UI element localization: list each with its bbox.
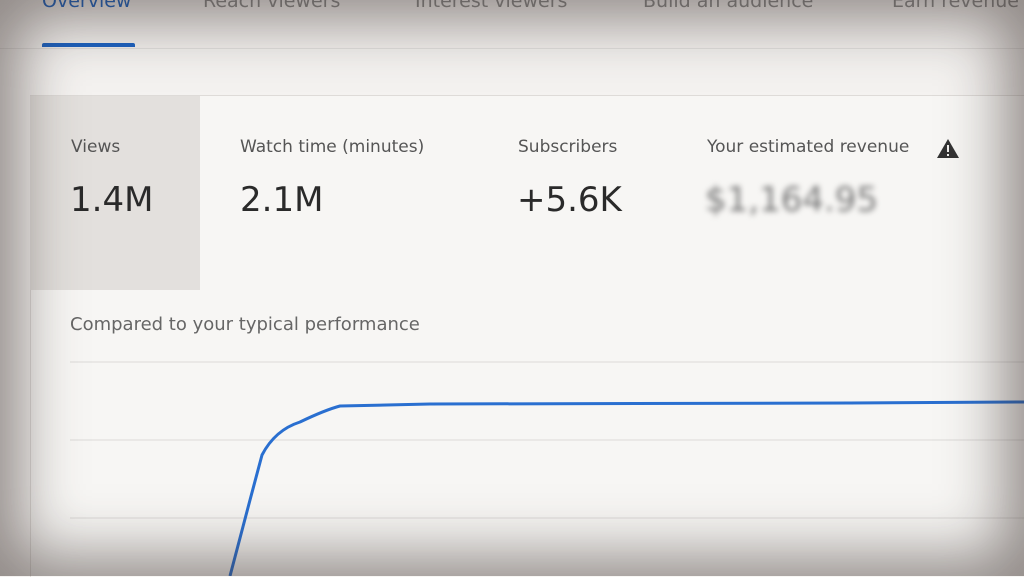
tab[interactable]: Interest viewers: [415, 0, 568, 12]
metric-label: Your estimated revenue: [707, 137, 910, 157]
metric-value: 1.4M: [70, 180, 154, 220]
metric-value: $1,164.95: [705, 180, 879, 220]
tab[interactable]: Earn revenue: [892, 0, 1019, 12]
warning-icon: [937, 139, 959, 158]
metric-label: Subscribers: [518, 137, 618, 157]
selected-metric[interactable]: [30, 96, 200, 290]
section-title: Compared to your typical performance: [70, 314, 420, 335]
metric-value: +5.6K: [517, 180, 622, 220]
metric-label: Views: [71, 137, 121, 157]
tab-indicator: [42, 43, 135, 47]
tab[interactable]: Overview: [42, 0, 132, 12]
metric-value: 2.1M: [240, 180, 324, 220]
tab-bar: Overview Reach viewers Interest viewers …: [0, 0, 1024, 49]
tab[interactable]: Reach viewers: [203, 0, 341, 12]
metric-label: Watch time (minutes): [240, 137, 425, 157]
tab[interactable]: Build an audience: [643, 0, 814, 12]
trend-line: [228, 400, 1024, 576]
